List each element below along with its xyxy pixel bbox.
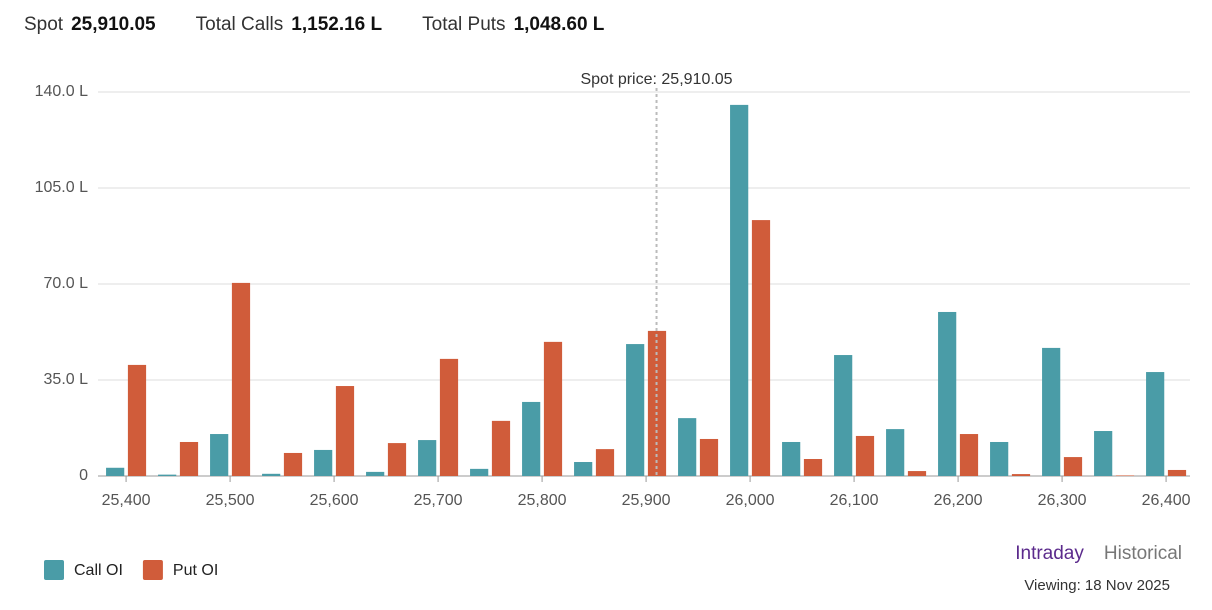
stat-value: 1,048.60 L <box>513 14 605 35</box>
legend-swatch <box>44 560 64 580</box>
bar <box>106 467 125 476</box>
bar <box>439 358 459 476</box>
bar <box>990 441 1009 476</box>
x-tick-label: 25,600 <box>310 492 359 509</box>
y-tick-label: 140.0 L <box>35 83 88 100</box>
bar <box>522 401 541 476</box>
x-tick-label: 26,300 <box>1038 492 1087 509</box>
intraday-tab[interactable]: Intraday <box>1015 543 1084 564</box>
puts-stat: Total Puts 1,048.60 L <box>422 14 604 36</box>
bar <box>543 341 563 476</box>
bar <box>626 344 645 476</box>
calls-stat: Total Calls 1,152.16 L <box>196 14 383 36</box>
bar <box>803 458 823 476</box>
x-tick-label: 25,800 <box>518 492 567 509</box>
bar <box>1042 347 1061 476</box>
bar <box>283 452 303 476</box>
bar <box>886 429 905 476</box>
y-tick-label: 70.0 L <box>44 275 89 292</box>
summary: Spot 25,910.05 Total Calls 1,152.16 L Tota… <box>24 14 604 36</box>
bar <box>491 420 511 476</box>
spot-label: Spot price: 25,910.05 <box>580 71 732 88</box>
bar <box>231 282 251 476</box>
legend-label: Put OI <box>173 562 218 579</box>
bar <box>418 440 437 476</box>
stat-label: Total Calls <box>195 14 284 35</box>
bar <box>158 474 177 476</box>
viewing-date: Viewing: 18 Nov 2025 <box>1024 577 1170 594</box>
bar <box>1167 469 1187 476</box>
historical-tab[interactable]: Historical <box>1103 543 1182 564</box>
bar <box>907 471 927 476</box>
bar <box>314 449 333 476</box>
bar <box>1094 431 1113 476</box>
bar <box>262 473 281 476</box>
bar <box>938 311 957 476</box>
bar <box>751 220 771 476</box>
bar <box>387 443 407 476</box>
y-tick-label: 35.0 L <box>44 371 89 388</box>
bar <box>1146 372 1165 476</box>
bar <box>335 386 355 476</box>
bar <box>699 438 719 476</box>
bar <box>1063 457 1083 476</box>
bar <box>210 434 229 476</box>
x-tick-label: 26,400 <box>1142 492 1191 509</box>
stat-value: 25,910.05 <box>71 14 156 35</box>
bar <box>647 330 667 476</box>
x-tick-label: 25,500 <box>206 492 255 509</box>
stat-value: 1,152.16 L <box>291 14 383 35</box>
bar <box>678 418 697 476</box>
x-tick-label: 26,200 <box>934 492 983 509</box>
stat-label: Spot <box>24 14 64 35</box>
y-tick-label: 0 <box>79 467 88 484</box>
bar <box>834 355 853 476</box>
x-tick-label: 25,700 <box>414 492 463 509</box>
x-tick-label: 26,100 <box>830 492 879 509</box>
bar <box>179 441 199 476</box>
spot-stat: Spot 25,910.05 <box>24 14 156 36</box>
bar <box>127 364 147 476</box>
bar <box>730 104 749 477</box>
legend-swatch <box>142 560 163 580</box>
bar <box>366 471 385 476</box>
bar <box>1011 474 1031 476</box>
x-tick-label: 25,900 <box>622 492 671 509</box>
bar <box>595 449 615 476</box>
x-tick-label: 25,400 <box>102 492 151 509</box>
bar <box>470 468 489 476</box>
bar <box>574 462 593 476</box>
mode-tabs: Intraday Historical <box>1015 543 1182 565</box>
x-tick-label: 26,000 <box>726 492 775 509</box>
stat-label: Total Puts <box>422 14 506 35</box>
legend-label: Call OI <box>74 562 123 579</box>
bar <box>959 434 979 476</box>
bar <box>782 441 801 476</box>
y-tick-label: 105.0 L <box>35 179 88 196</box>
bar <box>1115 475 1135 476</box>
bar <box>855 435 875 476</box>
